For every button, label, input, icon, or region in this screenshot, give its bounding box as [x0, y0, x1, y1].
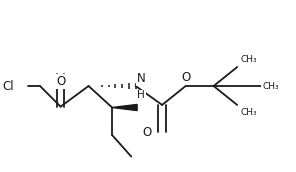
Text: CH₃: CH₃ — [240, 108, 257, 117]
Text: O: O — [143, 126, 152, 139]
Text: N: N — [137, 72, 146, 85]
Text: Cl: Cl — [3, 79, 15, 93]
Polygon shape — [112, 104, 137, 111]
Text: CH₃: CH₃ — [240, 55, 257, 64]
Text: O: O — [181, 71, 190, 84]
Text: O: O — [56, 75, 65, 88]
Text: CH₃: CH₃ — [262, 82, 279, 90]
Text: H: H — [137, 90, 145, 100]
